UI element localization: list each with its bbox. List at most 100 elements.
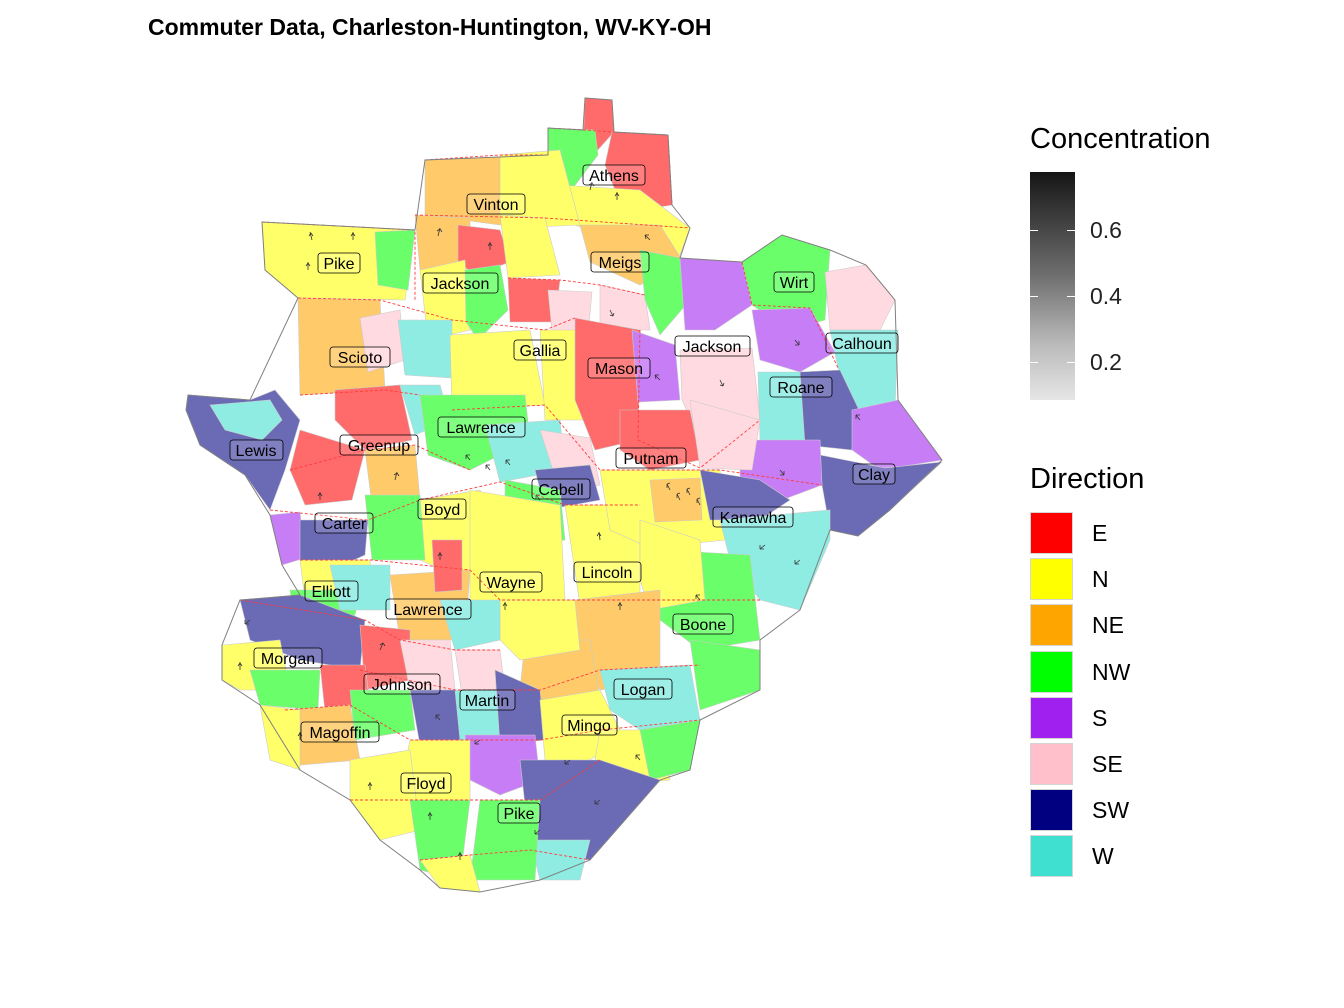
svg-text:Pike: Pike (503, 806, 534, 823)
svg-text:Wayne: Wayne (486, 575, 535, 592)
county-label: Johnson (363, 673, 441, 695)
svg-text:Wirt: Wirt (780, 275, 809, 292)
svg-text:Cabell: Cabell (538, 482, 583, 499)
svg-text:Boone: Boone (680, 617, 726, 634)
arrow (635, 754, 641, 761)
colorbar-tick-right (1067, 362, 1075, 363)
county-label: Vinton (466, 193, 526, 215)
svg-text:Magoffin: Magoffin (309, 725, 370, 742)
region (649, 477, 703, 523)
svg-text:Floyd: Floyd (406, 776, 445, 793)
arrow (457, 852, 463, 860)
region (374, 229, 416, 291)
arrow (474, 739, 481, 745)
arrow (435, 714, 441, 721)
county-label: Boyd (417, 498, 467, 520)
county-label: Putnam (615, 447, 687, 469)
region (679, 257, 753, 331)
svg-text:Elliott: Elliott (311, 584, 351, 601)
county-boundary (289, 444, 471, 471)
colorbar-tick-label: 0.4 (1090, 283, 1122, 309)
colorbar-tick-label: 0.6 (1090, 217, 1122, 243)
region (289, 429, 366, 506)
county-label: Roane (769, 376, 833, 398)
region (329, 564, 391, 611)
svg-text:Boyd: Boyd (424, 502, 460, 519)
arrow (596, 531, 602, 541)
arrow (437, 552, 443, 560)
county-label: Cabell (531, 478, 591, 500)
region (851, 399, 943, 471)
arrow (308, 231, 314, 241)
arrow (305, 262, 311, 270)
concentration-colorbar (1030, 172, 1075, 400)
region-outline (185, 97, 943, 893)
region (499, 599, 581, 661)
svg-text:Roane: Roane (777, 380, 824, 397)
arrow (505, 459, 511, 466)
svg-text:Kanawha: Kanawha (720, 510, 787, 527)
county-boundary (451, 404, 823, 486)
county-label: Meigs (590, 251, 650, 273)
colorbar-tick-right (1067, 296, 1075, 297)
county-boundary (300, 559, 760, 601)
region (349, 689, 416, 741)
svg-text:Athens: Athens (589, 168, 639, 185)
county-label: Wayne (479, 571, 543, 593)
legend-label-n: N (1092, 566, 1109, 593)
region (689, 399, 761, 471)
colorbar-tick-left (1030, 362, 1038, 363)
arrow (367, 782, 373, 790)
county-label: Boone (672, 613, 734, 635)
county-boundary (299, 389, 421, 396)
county-boundary (637, 329, 761, 469)
legend-key-n (1030, 558, 1073, 601)
county-boundary (297, 297, 576, 331)
arrow (654, 374, 661, 381)
arrow (666, 482, 671, 491)
region (699, 469, 791, 521)
county-label: Martin (459, 689, 516, 711)
arrow (696, 497, 701, 506)
region (619, 409, 701, 471)
colorbar-tick-left (1030, 296, 1038, 297)
county-label: Kanawha (712, 506, 794, 528)
svg-text:Johnson: Johnson (372, 677, 433, 694)
county-label: Morgan (253, 647, 323, 669)
chart-title: Commuter Data, Charleston-Huntington, WV… (148, 14, 712, 40)
county-label: Jackson (674, 335, 751, 357)
legend-key-ne (1030, 604, 1073, 647)
county-label: Lawrence (385, 598, 472, 620)
svg-text:Carter: Carter (322, 516, 367, 533)
arrow (779, 469, 785, 476)
county-label: Logan (613, 678, 673, 700)
svg-text:Meigs: Meigs (599, 255, 642, 272)
arrow (644, 234, 651, 241)
arrow (855, 414, 861, 421)
flow-arrows (237, 181, 861, 860)
region (639, 719, 701, 781)
arrow (350, 232, 356, 240)
svg-text:Logan: Logan (621, 682, 666, 699)
svg-text:Lewis: Lewis (236, 443, 277, 460)
county-label: Floyd (400, 772, 452, 794)
concentration-legend-title: Concentration (1030, 123, 1211, 155)
region (499, 214, 561, 279)
svg-text:Gallia: Gallia (520, 343, 561, 360)
region (419, 854, 481, 893)
arrow (534, 829, 541, 835)
county-label: Elliott (304, 580, 359, 602)
county-boundary (359, 664, 701, 691)
county-boundary (507, 277, 646, 296)
arrow (614, 192, 620, 200)
arrow (695, 594, 701, 601)
svg-text:Martin: Martin (465, 693, 509, 710)
svg-text:Lawrence: Lawrence (446, 420, 515, 437)
region (599, 284, 651, 331)
county-label: Greenup (339, 434, 419, 456)
svg-text:Scioto: Scioto (338, 350, 383, 367)
county-boundary (269, 481, 640, 521)
region (639, 249, 691, 336)
colorbar-tick-label: 0.2 (1090, 349, 1122, 375)
region (249, 669, 321, 711)
